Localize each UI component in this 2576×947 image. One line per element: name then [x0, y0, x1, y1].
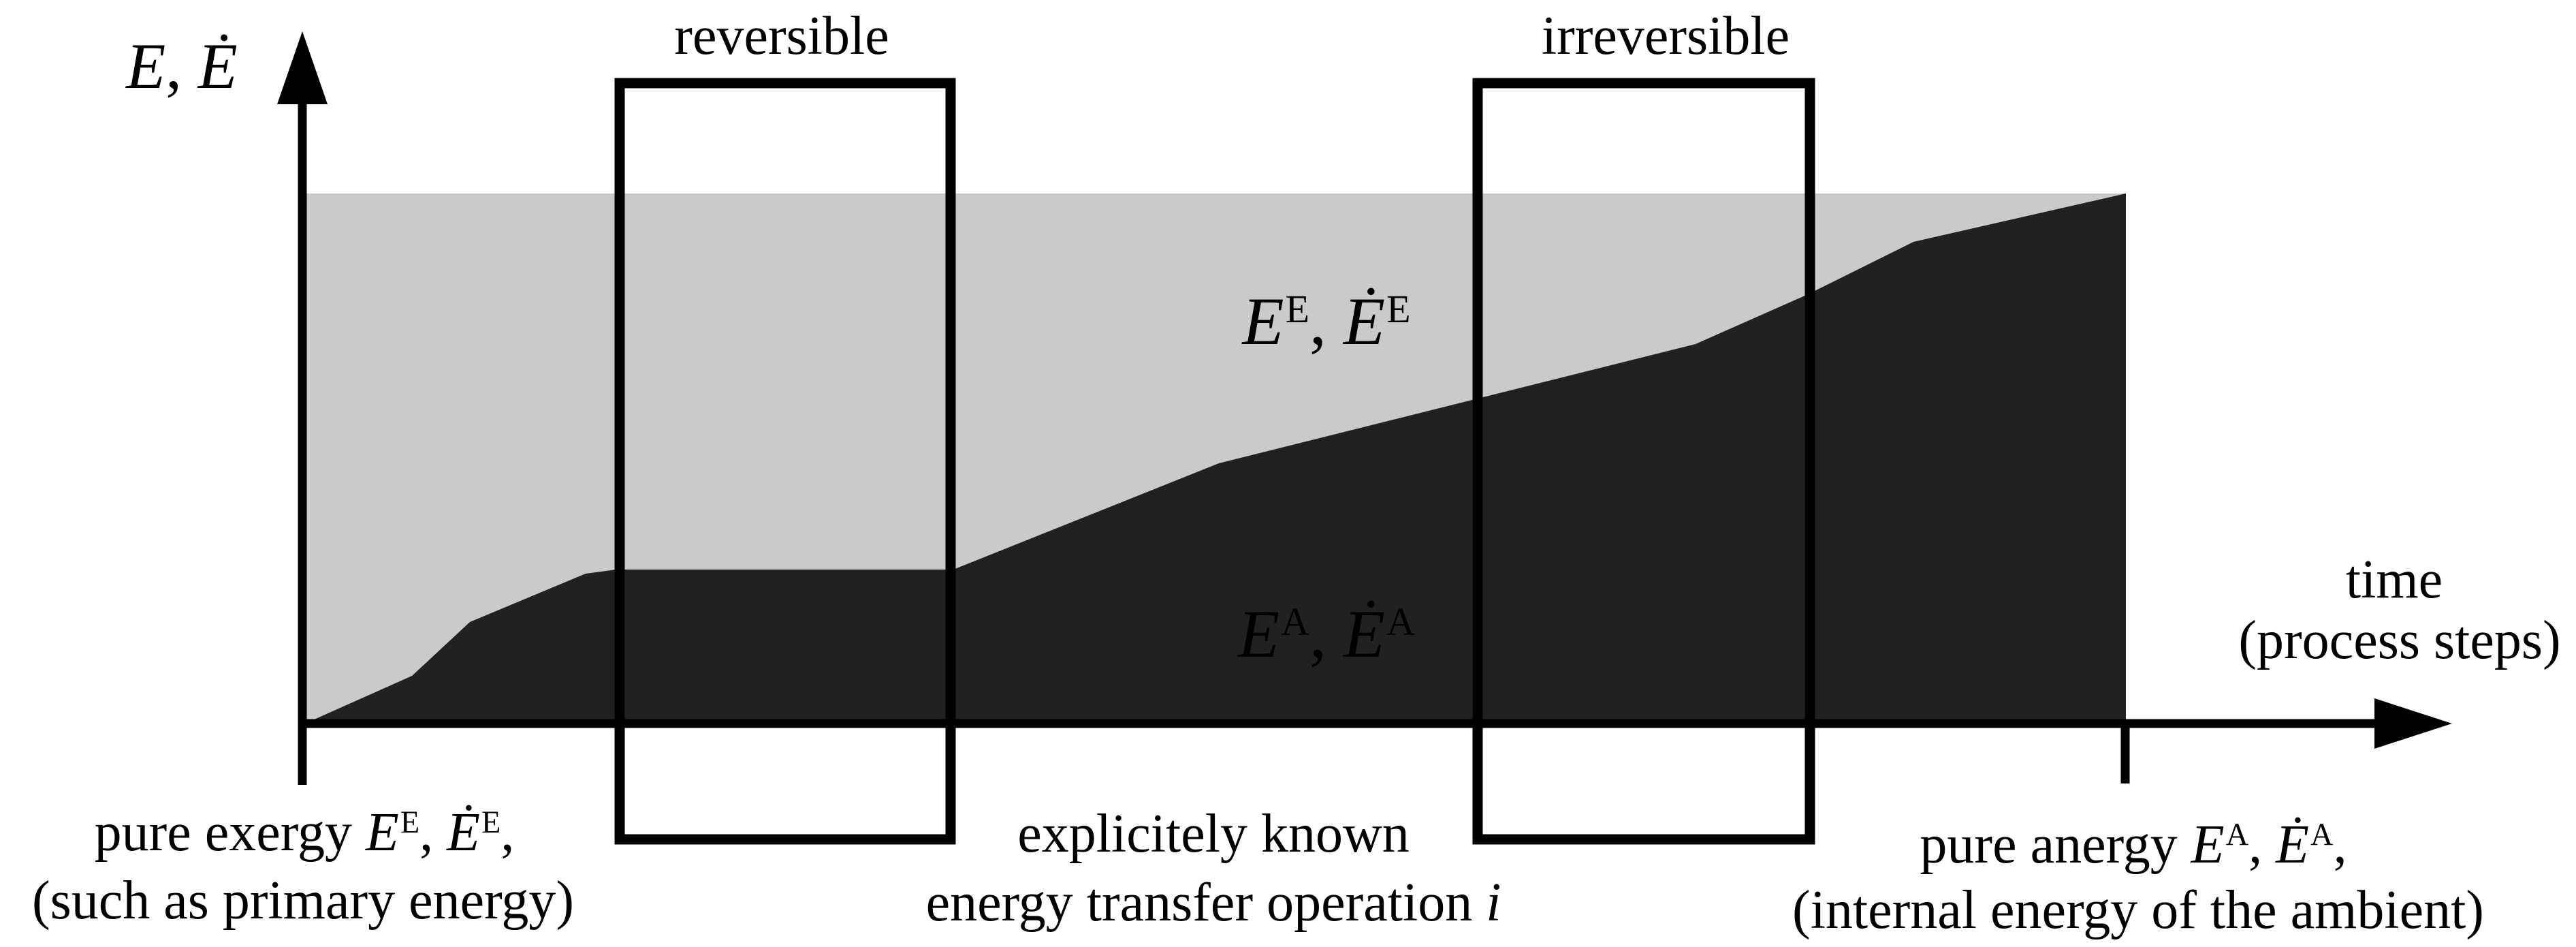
- irreversible-box-outline: [1472, 78, 1815, 845]
- y-axis-arrowhead-icon: [277, 31, 328, 104]
- x-axis-arrowhead-icon: [2374, 698, 2452, 749]
- pure-exergy-caption-line2: (such as primary energy): [31, 871, 575, 931]
- transfer-operation-caption-line2: energy transfer operation i: [925, 873, 1501, 933]
- irreversible-box-label: irreversible: [1541, 6, 1790, 66]
- anergy-area-label: EA, ĖA: [1238, 596, 1415, 672]
- x-axis-label-line2: (process steps): [2238, 610, 2561, 670]
- reversible-box-outline: [614, 78, 956, 845]
- pure-anergy-caption-line2: (internal energy of the ambient): [1792, 880, 2484, 940]
- transfer-operation-caption-line1: explicitely known: [1017, 804, 1410, 864]
- x-axis-label-line1: time: [2345, 550, 2443, 610]
- pure-anergy-caption-line1: pure anergy EA, ĖA,: [1920, 815, 2347, 875]
- y-axis-label: E, Ė: [126, 29, 238, 102]
- anergy-area-shape: [305, 193, 2126, 724]
- pure-exergy-caption-line1: pure exergy EE, ĖE,: [94, 803, 515, 863]
- reversible-box-label: reversible: [674, 6, 889, 66]
- exergy-area-label: EE, ĖE: [1242, 283, 1411, 359]
